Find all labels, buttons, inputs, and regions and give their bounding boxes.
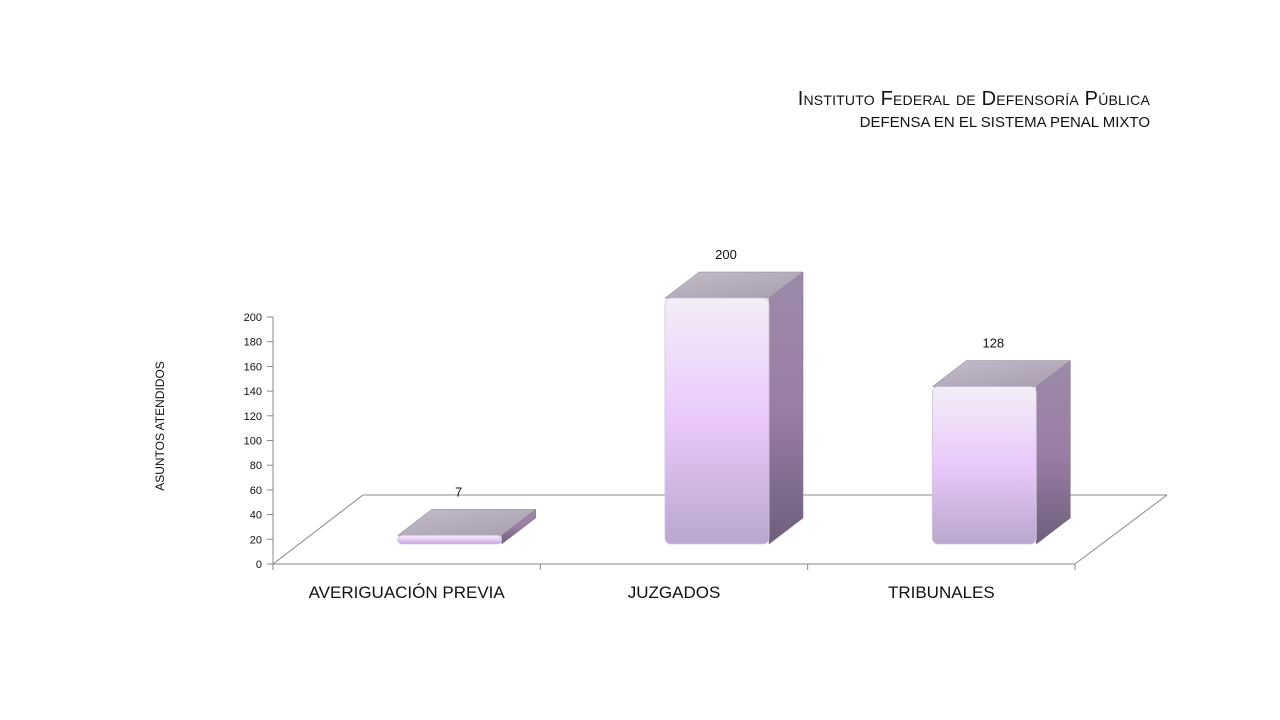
y-tick-label: 0 [256, 559, 262, 571]
bar-side-face [768, 271, 804, 545]
y-tick-label: 120 [244, 411, 262, 423]
bar-side-face [1036, 360, 1071, 545]
bar [396, 508, 537, 545]
x-tick-label: JUZGADOS [628, 583, 721, 602]
data-labels: 7 200 128 [455, 247, 1004, 499]
chart-subtitle: DEFENSA EN EL SISTEMA PENAL MIXTO [859, 114, 1150, 131]
chart-title-block: Instituto Federal de Defensoría Pública … [798, 86, 1150, 134]
floor-right-edge [1074, 494, 1168, 565]
bar [664, 271, 804, 545]
y-tick-label: 60 [250, 485, 262, 497]
y-axis-label: ASUNTOS ATENDIDOS [153, 361, 167, 491]
y-tick-label: 160 [244, 361, 262, 373]
x-tick-label: TRIBUNALES [888, 583, 995, 602]
bar-front-face [397, 534, 503, 545]
y-tick-label: 80 [250, 460, 262, 472]
y-axis-ticks: 0 20 40 60 80 100 120 140 160 180 200 [244, 312, 273, 571]
data-label: 200 [715, 247, 737, 262]
y-tick-label: 100 [244, 436, 262, 448]
y-tick-label: 140 [244, 386, 262, 398]
bars [396, 271, 1072, 545]
bar [931, 360, 1072, 545]
y-tick-label: 180 [244, 337, 262, 349]
bar-front-face [931, 386, 1037, 545]
y-tick-label: 200 [244, 312, 262, 324]
data-label: 128 [982, 336, 1004, 351]
x-tick-label: AVERIGUACIÓN PREVIA [309, 583, 506, 602]
x-axis-labels: AVERIGUACIÓN PREVIA JUZGADOS TRIBUNALES [309, 583, 995, 602]
floor-left-edge [272, 494, 364, 565]
y-tick-label: 40 [250, 510, 262, 522]
x-axis-ticks [272, 564, 1076, 570]
chart-title: Instituto Federal de Defensoría Pública [797, 88, 1150, 110]
data-label: 7 [455, 484, 462, 499]
y-tick-label: 20 [250, 534, 262, 546]
bar-front-face [664, 297, 770, 545]
